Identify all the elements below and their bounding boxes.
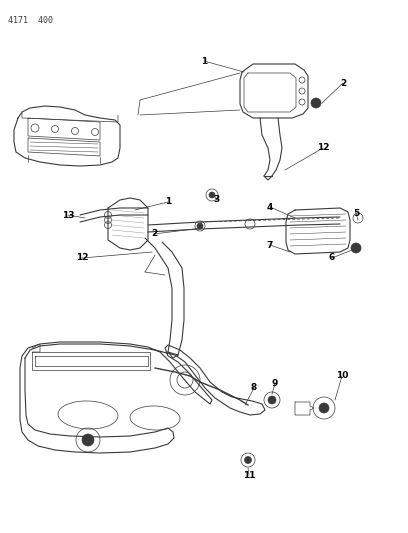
Text: 2: 2 [340,78,346,87]
Text: 4171  400: 4171 400 [8,16,53,25]
Text: 1: 1 [201,56,207,66]
Circle shape [82,434,94,446]
Text: 10: 10 [336,372,348,381]
Text: 7: 7 [267,240,273,249]
Text: 4: 4 [267,203,273,212]
Circle shape [319,403,329,413]
Text: 3: 3 [214,196,220,205]
Text: 9: 9 [272,379,278,389]
Text: 2: 2 [151,230,157,238]
Circle shape [311,98,321,108]
Text: 5: 5 [353,208,359,217]
Text: 1: 1 [165,198,171,206]
Circle shape [209,192,215,198]
Text: 12: 12 [76,254,88,262]
Circle shape [197,223,203,229]
Text: 6: 6 [329,254,335,262]
Text: 8: 8 [251,384,257,392]
Text: 12: 12 [317,143,329,152]
Circle shape [351,243,361,253]
Circle shape [268,396,276,404]
Text: 11: 11 [243,471,255,480]
Text: 13: 13 [62,211,74,220]
Circle shape [244,456,251,464]
